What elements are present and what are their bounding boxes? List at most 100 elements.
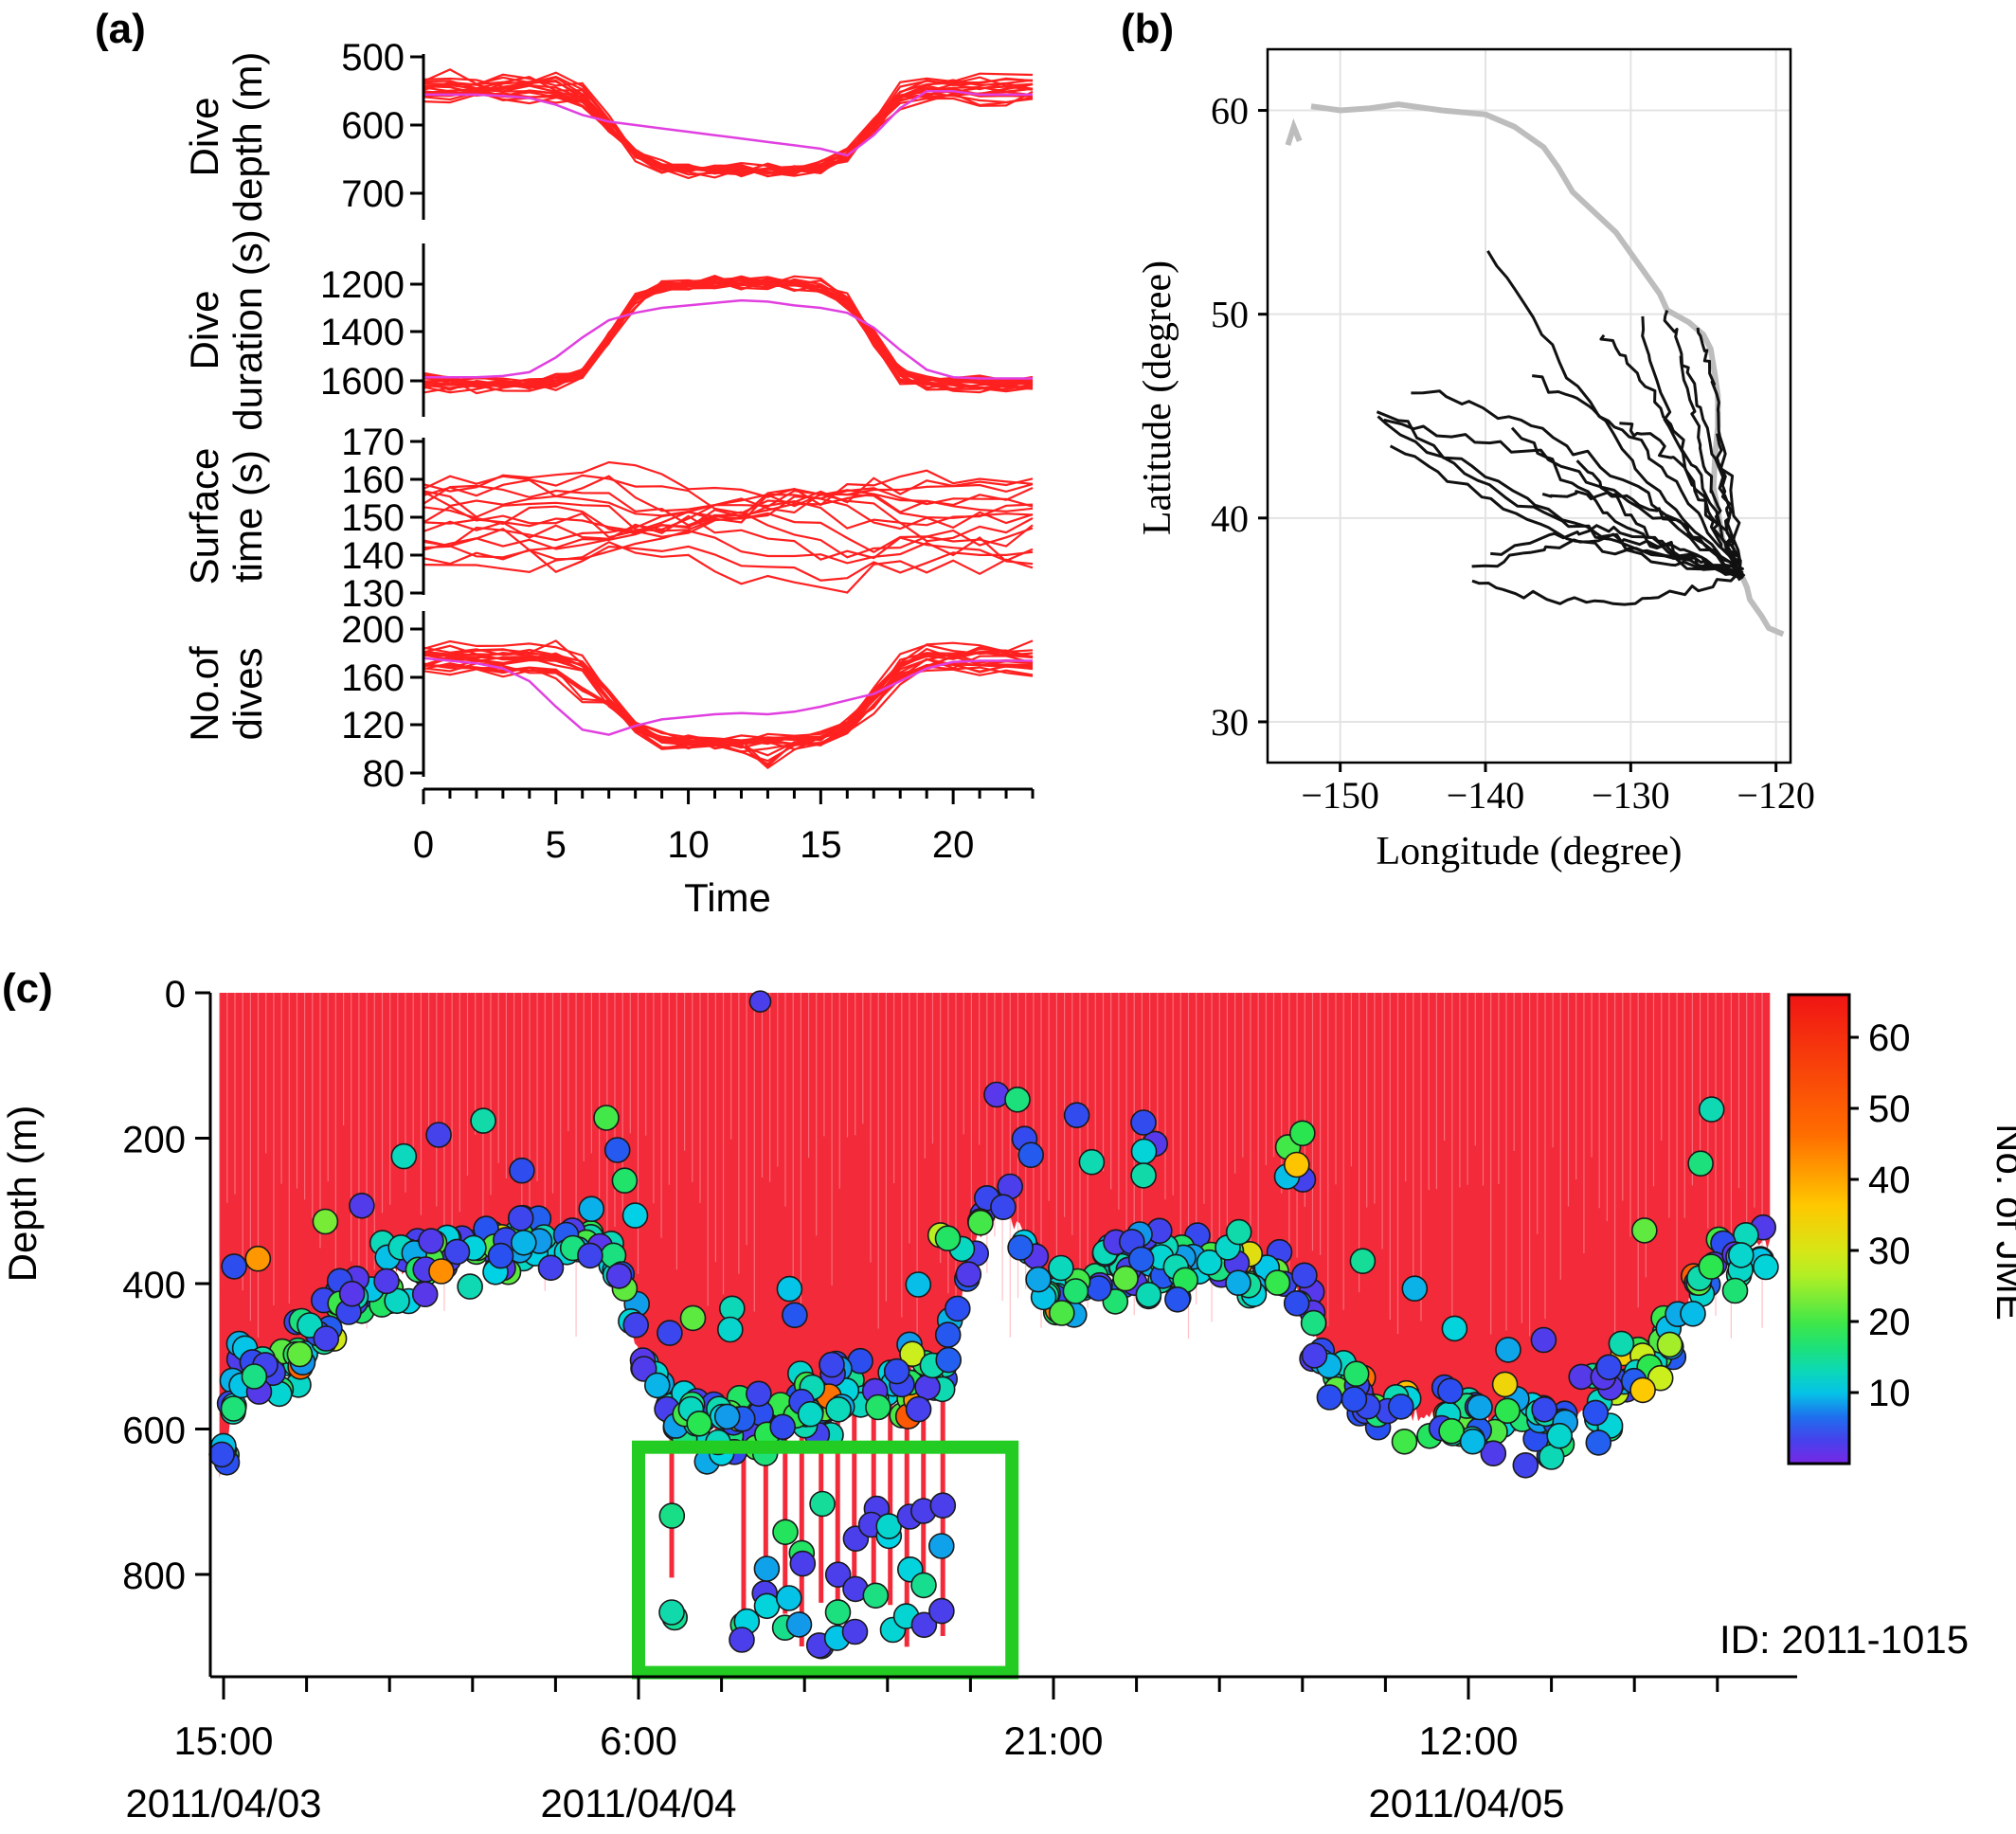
x-tick-label: 6:00 (600, 1718, 677, 1763)
colorbar-tick-label: 60 (1868, 1017, 1911, 1059)
series-line (423, 90, 1034, 173)
jme-point (1289, 1120, 1316, 1147)
jme-point (883, 1358, 910, 1385)
colorbar-bar (1787, 993, 1851, 1465)
panel-c-label: (c) (2, 965, 53, 1012)
y-tick-label: 170 (341, 422, 405, 463)
panel-b-map: −150 −140 −130 −120 30 40 50 60 (1211, 47, 1815, 817)
x-tick-label: −130 (1592, 774, 1670, 817)
jme-point (1631, 1217, 1658, 1244)
jme-point (1467, 1393, 1493, 1421)
track-line (1490, 524, 1744, 574)
x-tick-label: 20 (932, 824, 975, 866)
jme-point (443, 1238, 471, 1266)
y-tick-label: 30 (1211, 701, 1249, 744)
jme-point (1629, 1376, 1656, 1404)
coastline-island (1285, 117, 1303, 147)
y-axis-label: Surface (182, 448, 226, 585)
jme-point (1595, 1354, 1623, 1381)
track-line (1679, 355, 1741, 582)
jme-point (1291, 1262, 1318, 1289)
jme-point (1264, 1269, 1291, 1296)
y-tick-label: 600 (341, 105, 405, 147)
panel-b-xlabel: Longitude (degree) (1376, 830, 1682, 873)
jme-point (1698, 1096, 1725, 1123)
colorbar-tick-label: 30 (1868, 1231, 1911, 1272)
jme-point (809, 1490, 836, 1518)
x-tick-label: 10 (667, 824, 710, 866)
jme-point (1316, 1384, 1343, 1411)
map-frame (1266, 47, 1792, 764)
x-tick-label: 21:00 (1003, 1718, 1103, 1763)
jme-point (1004, 1087, 1031, 1113)
y-tick-label: 400 (122, 1265, 186, 1306)
date-label: 2011/04/04 (540, 1781, 736, 1825)
jme-point (1687, 1150, 1714, 1177)
y-tick-label: 700 (341, 173, 405, 215)
series-line (423, 279, 1034, 391)
x-tick-label: −150 (1301, 774, 1379, 817)
x-tick-label: 12:00 (1418, 1718, 1518, 1763)
y-tick-label: 1600 (320, 361, 405, 403)
series-line (423, 279, 1034, 390)
mean-line (423, 90, 1033, 157)
track-line (1532, 374, 1741, 576)
track-line (1541, 490, 1744, 576)
jme-point (1438, 1417, 1465, 1445)
jme-point (967, 1209, 994, 1236)
series-line (423, 493, 1034, 532)
jme-point (603, 1137, 631, 1163)
jme-point (1062, 1278, 1089, 1304)
jme-point (1130, 1162, 1157, 1189)
series-line (423, 279, 1034, 390)
jme-point (772, 1519, 799, 1546)
jme-point (769, 1413, 797, 1441)
jme-point (990, 1194, 1017, 1220)
jme-point (1284, 1151, 1310, 1178)
series-line (423, 276, 1034, 386)
jme-point (753, 1555, 781, 1582)
y-tick-label: 600 (122, 1411, 186, 1452)
jme-point (470, 1107, 496, 1134)
jme-point (1546, 1422, 1573, 1449)
y-tick-label: 50 (1211, 294, 1249, 336)
series-line (423, 654, 1034, 750)
track-line (1696, 327, 1742, 572)
jme-point (797, 1400, 824, 1428)
track-line (1715, 433, 1744, 577)
jme-point (782, 1302, 808, 1329)
jme-point (1441, 1315, 1468, 1342)
series-line (423, 474, 1034, 514)
panel-a-xlabel: Time (684, 875, 771, 920)
jme-point (927, 1533, 955, 1559)
x-tick-label: −120 (1737, 774, 1815, 817)
jme-point (425, 1122, 452, 1148)
series-line (423, 279, 1034, 385)
jme-point (934, 1322, 962, 1348)
jme-point (862, 1582, 890, 1609)
jme-point (411, 1281, 439, 1307)
jme-point (1495, 1337, 1521, 1363)
jme-point (1025, 1266, 1052, 1293)
jme-point (1728, 1242, 1755, 1268)
jme-point (487, 1242, 514, 1269)
series-line (423, 279, 1034, 394)
jme-point (1459, 1428, 1486, 1455)
jme-point (785, 1611, 813, 1638)
y-tick-label: 200 (122, 1120, 186, 1161)
jme-point (621, 1202, 649, 1229)
y-tick-label: 150 (341, 497, 405, 539)
jme-point (748, 990, 772, 1014)
jme-point (313, 1325, 340, 1352)
jme-point (1048, 1254, 1074, 1282)
jme-point (1127, 1246, 1155, 1273)
colorbar: 10 20 30 40 50 60 (1787, 993, 1911, 1465)
series-line (423, 665, 1034, 769)
series-line (423, 279, 1034, 390)
panel-b-label: (b) (1121, 6, 1174, 52)
track-line (1486, 250, 1740, 579)
jme-point (775, 1585, 802, 1611)
series-line (423, 277, 1034, 390)
colorbar-tick-label: 40 (1868, 1160, 1911, 1201)
